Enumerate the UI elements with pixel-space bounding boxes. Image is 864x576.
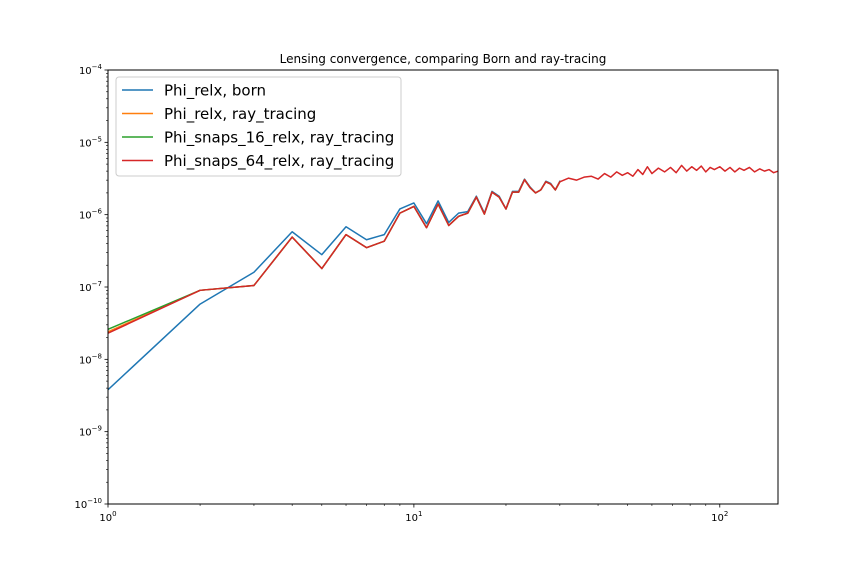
y-tick-label-2: 10−8 [79, 352, 102, 366]
plot-area [108, 164, 778, 391]
y-tick-label-5-base: 10 [79, 138, 92, 149]
y-tick-label-3: 10−7 [79, 280, 102, 294]
y-tick-label-2-base: 10 [79, 355, 92, 366]
x-tick-label-2-exp: 2 [724, 510, 728, 518]
x-axis: 100 101 102 [99, 504, 728, 524]
x-tick-label-0-exp: 0 [112, 510, 116, 518]
y-tick-label-4: 10−6 [79, 208, 103, 222]
x-tick-label-1-base: 10 [405, 513, 418, 524]
y-tick-label-0: 10−10 [74, 497, 102, 511]
legend-label-0: Phi_relx, born [164, 82, 266, 101]
x-tick-label-1: 101 [405, 510, 422, 524]
y-tick-label-3-exp: −7 [92, 280, 102, 288]
y-tick-label-5-exp: −5 [92, 135, 102, 143]
legend-label-3: Phi_snaps_64_relx, ray_tracing [164, 152, 394, 171]
x-tick-label-2: 102 [711, 510, 728, 524]
legend-box [115, 76, 402, 177]
y-tick-label-2-exp: −8 [92, 352, 102, 360]
chart-title: Lensing convergence, comparing Born and … [280, 52, 607, 66]
x-tick-label-2-base: 10 [711, 513, 724, 524]
x-tick-label-1-exp: 1 [418, 510, 422, 518]
y-tick-label-0-base: 10 [74, 500, 87, 511]
y-tick-label-4-base: 10 [79, 211, 92, 222]
y-tick-label-1-base: 10 [79, 428, 92, 439]
x-tick-label-0-base: 10 [99, 513, 112, 524]
series-line-3 [108, 164, 778, 334]
legend-label-1: Phi_relx, ray_tracing [164, 105, 316, 124]
y-tick-label-6-base: 10 [79, 66, 92, 77]
y-tick-label-6: 10−4 [79, 63, 103, 77]
y-tick-label-1: 10−9 [79, 425, 102, 439]
legend: Phi_relx, born Phi_relx, ray_tracing Phi_s… [115, 76, 402, 177]
y-tick-label-1-exp: −9 [92, 425, 102, 433]
y-tick-label-0-exp: −10 [87, 497, 102, 505]
y-tick-label-6-exp: −4 [92, 63, 103, 71]
y-tick-label-4-exp: −6 [92, 208, 103, 216]
y-tick-label-5: 10−5 [79, 135, 102, 149]
x-tick-label-0: 100 [99, 510, 116, 524]
legend-label-2: Phi_snaps_16_relx, ray_tracing [164, 129, 394, 148]
y-tick-label-3-base: 10 [79, 283, 92, 294]
